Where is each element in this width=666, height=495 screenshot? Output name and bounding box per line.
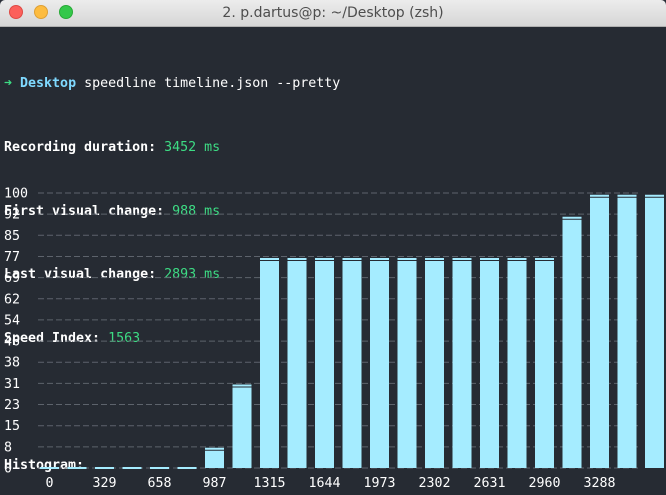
window-title: 2. p.dartus@p: ~/Desktop (zsh) [222,5,444,21]
histogram-bar [287,261,307,468]
bar-cap [315,258,334,260]
x-tick-label: 987 [202,476,226,491]
bar-cap [480,258,499,260]
x-tick-label: 2631 [473,476,505,491]
x-tick-label: 658 [147,476,171,491]
y-tick-label: 46 [4,335,20,350]
metric-label: Last visual change: [4,267,157,283]
histogram-bar [480,261,499,468]
y-tick-label: 100 [4,187,28,202]
histogram-bar [425,261,444,468]
histogram-bar [617,197,637,468]
bar-cap [590,194,609,197]
histogram-bar [397,261,417,468]
bar-cap [232,384,252,387]
histogram-bar [645,197,664,468]
metric-label: Recording duration: [4,140,157,155]
x-tick-label: 329 [92,476,116,491]
x-tick-label: 0 [45,476,53,491]
metric-value: 2893 ms [164,267,221,283]
y-tick-label: 54 [4,313,20,328]
x-tick-label: 1973 [363,476,395,491]
y-tick-label: 92 [4,208,20,223]
minimize-window-button[interactable] [34,5,48,19]
histogram-chart: 100 92 85 77 69 62 54 46 38 31 23 15 8 0 0 329 658 987 131… [4,187,664,491]
metric-value: 1563 [108,330,141,346]
metric-label: Speed Index: [4,330,101,346]
bar-cap [95,467,114,469]
bar-cap [342,258,362,260]
bar-cap [617,194,637,197]
y-tick-label: 31 [4,377,20,392]
histogram-bar [315,261,334,468]
histogram-line: Histogram: [4,455,664,476]
close-window-button[interactable] [9,5,23,19]
bar-cap [645,194,664,197]
metric-line: Speed Index: 1563 [4,328,664,349]
histogram-bar [590,197,609,468]
bar-cap [562,216,582,219]
bar-cap [150,467,169,469]
bar-cap [287,258,307,260]
bar-cap [205,447,224,450]
histogram-bar [452,261,472,468]
histogram-bar [342,261,362,468]
y-tick-label: 85 [4,229,20,244]
histogram-bar [232,387,252,468]
bar-cap [370,258,389,260]
bar-cap [535,258,554,260]
x-tick-label: 3288 [583,476,615,491]
bar-cap [177,467,197,469]
x-tick-label: 2302 [418,476,450,491]
histogram-bar [507,261,527,468]
y-tick-label: 15 [4,419,20,434]
x-tick-label: 2960 [528,476,560,491]
y-tick-label: 69 [4,271,20,286]
histogram-bar [205,450,224,468]
bar-cap [260,258,279,260]
x-tick-label: 1644 [308,476,340,491]
x-tick-label: 1315 [253,476,285,491]
metric-label: First visual change: [4,203,165,219]
histogram-bar [370,261,389,468]
y-tick-label: 8 [4,440,12,455]
histogram-bar [562,219,582,468]
bar-cap [452,258,472,260]
bar-cap [67,467,87,469]
y-tick-label: 23 [4,398,20,413]
bar-cap [40,467,59,469]
metric-line: Last visual change: 2893 ms [4,264,664,285]
histogram-bar [535,261,554,468]
metric-line: Recording duration: 3452 ms [4,137,664,158]
y-tick-label: 62 [4,292,20,307]
metric-line: First visual change: 988 ms [4,201,664,222]
prompt-command: speedline timeline.json --pretty [84,76,341,92]
title-bar: 2. p.dartus@p: ~/Desktop (zsh) [0,0,666,27]
histogram-bar [260,261,279,468]
prompt-arrow-icon: ➜ [4,76,13,92]
prompt-directory: Desktop [20,76,77,92]
y-tick-label: 77 [4,250,20,265]
bar-cap [397,258,417,260]
zoom-window-button[interactable] [59,5,73,19]
bar-cap [507,258,527,260]
y-tick-label: 0 [4,462,12,477]
bar-cap [122,467,142,469]
histogram-title: Histogram: [4,457,85,473]
y-tick-label: 38 [4,356,20,371]
terminal-output[interactable]: ➜ Desktop speedline timeline.json --pret… [4,31,664,495]
prompt-line: ➜ Desktop speedline timeline.json --pret… [4,73,664,94]
metric-value: 3452 ms [164,140,221,155]
bar-cap [425,258,444,260]
metric-value: 988 ms [172,203,221,219]
